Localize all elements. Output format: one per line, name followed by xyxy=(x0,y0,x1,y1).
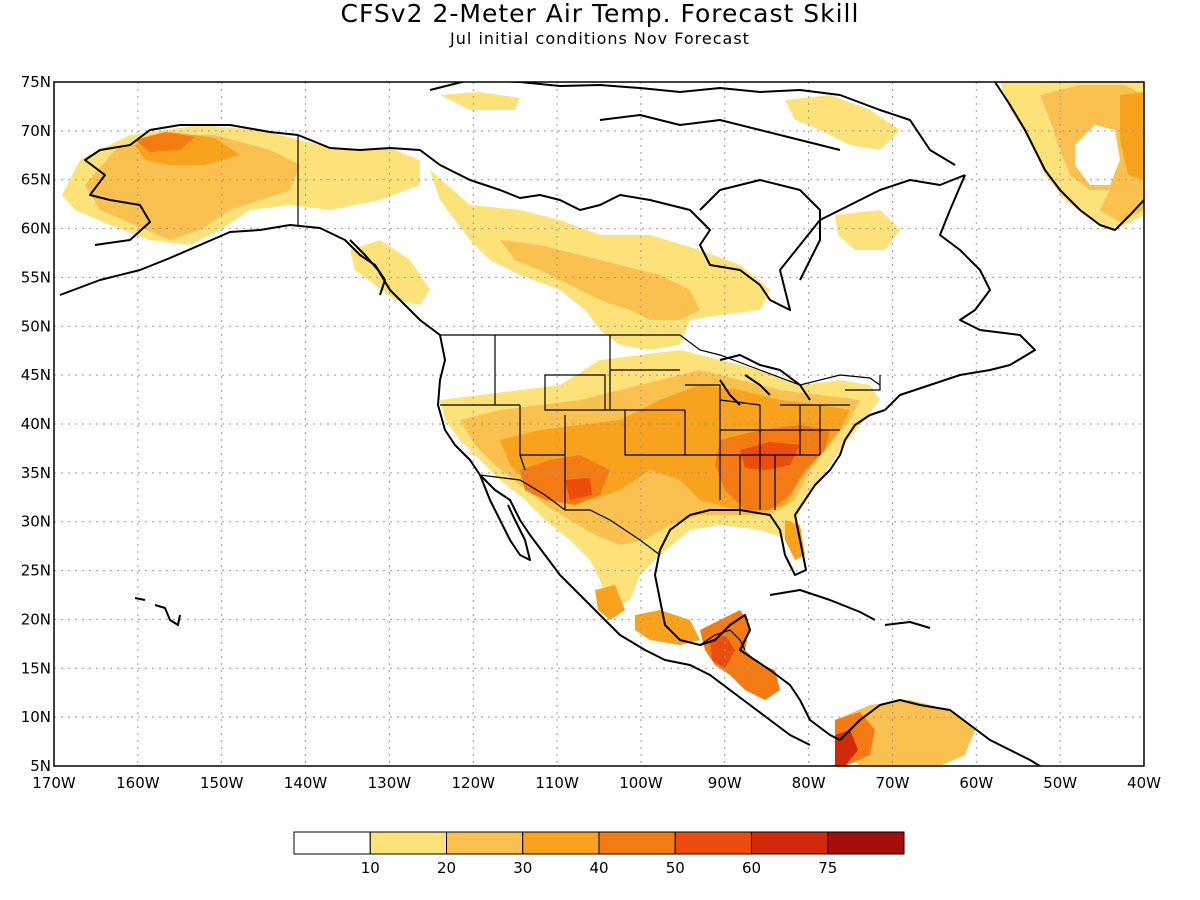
shade-greenland-white xyxy=(1075,125,1120,185)
lat-tick-label: 15N xyxy=(21,659,51,677)
lon-tick-label: 110W xyxy=(535,774,579,792)
state-lines-east xyxy=(780,375,881,455)
lat-tick-label: 70N xyxy=(21,122,51,140)
colorbar-label: 75 xyxy=(818,859,837,877)
shade-camerica-50 xyxy=(700,610,780,700)
shade-camerica-30 xyxy=(595,585,625,620)
coast-labrador xyxy=(884,174,1036,411)
state-lines-central xyxy=(684,384,840,515)
colorbar-label: 50 xyxy=(666,859,685,877)
coastlines xyxy=(59,82,1144,766)
colorbar-label: 40 xyxy=(589,859,608,877)
border-mexico-guatemala xyxy=(699,629,746,651)
lat-tick-label: 75N xyxy=(21,73,51,91)
shade-canada-30 xyxy=(500,240,700,320)
colorbar-swatch xyxy=(369,831,447,855)
shade-us-60b xyxy=(565,478,592,500)
map-gridlines xyxy=(54,82,1144,766)
colorbar-label: 10 xyxy=(361,859,380,877)
plot-frame xyxy=(53,81,1145,767)
lat-tick-label: 55N xyxy=(21,268,51,286)
shade-alaska-50 xyxy=(135,132,195,152)
colorbar-swatch xyxy=(827,831,905,855)
border-us-canada xyxy=(440,334,881,386)
colorbar-swatch xyxy=(446,831,524,855)
colorbar-swatch xyxy=(598,831,676,855)
coast-bc xyxy=(349,239,441,336)
coast-baja xyxy=(479,474,531,561)
border-us-mexico xyxy=(479,474,661,556)
colorbar-swatch xyxy=(674,831,752,855)
lon-tick-label: 50W xyxy=(1043,774,1077,792)
longitude-labels: 170W 160W 150W 140W 130W 120W 110W 100W 90W 80W 70… xyxy=(32,774,1161,792)
colorbar-label: 20 xyxy=(437,859,456,877)
coast-sa xyxy=(839,699,1041,766)
latitude-labels: 5N 10N 15N 20N 25N 30N 35N 40N 45N 50N 55N 60N 65N 70… xyxy=(21,73,51,775)
coast-hispaniola xyxy=(884,621,931,629)
colorbar-label: 60 xyxy=(742,859,761,877)
shade-camerica-60 xyxy=(710,635,735,668)
shade-bc-20 xyxy=(350,240,430,305)
colorbar-swatch xyxy=(522,831,600,855)
shade-us-60 xyxy=(740,442,800,470)
lon-tick-label: 100W xyxy=(619,774,663,792)
coast-hawaii xyxy=(134,597,181,626)
lon-tick-label: 170W xyxy=(32,774,76,792)
lat-tick-label: 20N xyxy=(21,610,51,628)
shade-hudson-20 xyxy=(785,95,900,150)
lon-tick-label: 130W xyxy=(368,774,412,792)
shade-us-40c xyxy=(785,520,805,560)
lon-tick-label: 60W xyxy=(959,774,993,792)
lat-tick-label: 30N xyxy=(21,513,51,531)
map-subtitle: Jul initial conditions Nov Forecast xyxy=(450,29,750,48)
coast-greenland xyxy=(994,82,1144,231)
shade-greenland-40 xyxy=(1120,92,1144,180)
coast-hudson-bay xyxy=(699,179,821,281)
lat-tick-label: 5N xyxy=(30,757,51,775)
lon-tick-label: 140W xyxy=(284,774,328,792)
colorbar-label: 30 xyxy=(513,859,532,877)
colorbar-swatch xyxy=(293,831,371,855)
coast-cuba xyxy=(769,589,876,621)
lon-tick-label: 70W xyxy=(876,774,910,792)
lat-tick-label: 50N xyxy=(21,317,51,335)
coast-arctic-islands xyxy=(429,82,956,166)
lon-tick-label: 120W xyxy=(451,774,495,792)
coast-us-west xyxy=(437,334,811,746)
colorbar-swatch xyxy=(751,831,829,855)
shade-hudson-20b xyxy=(835,210,900,250)
coast-us-east xyxy=(654,409,886,741)
political-boundaries xyxy=(297,135,881,651)
shade-north-20 xyxy=(440,92,520,110)
lat-tick-label: 25N xyxy=(21,562,51,580)
lat-tick-label: 35N xyxy=(21,464,51,482)
lat-tick-label: 45N xyxy=(21,366,51,384)
colorbar: 10 20 30 40 50 60 75 xyxy=(293,831,905,877)
state-lines-west xyxy=(440,335,685,510)
lon-tick-label: 90W xyxy=(708,774,742,792)
lon-tick-label: 80W xyxy=(792,774,826,792)
lon-tick-label: 40W xyxy=(1127,774,1161,792)
lat-tick-label: 65N xyxy=(21,171,51,189)
shade-alaska-30 xyxy=(85,135,300,240)
lat-tick-label: 10N xyxy=(21,708,51,726)
lat-tick-label: 60N xyxy=(21,220,51,238)
lon-tick-label: 160W xyxy=(116,774,160,792)
map-title: CFSv2 2-Meter Air Temp. Forecast Skill xyxy=(340,0,860,28)
skill-shading xyxy=(62,82,1144,766)
lon-tick-label: 150W xyxy=(200,774,244,792)
lat-tick-label: 40N xyxy=(21,415,51,433)
